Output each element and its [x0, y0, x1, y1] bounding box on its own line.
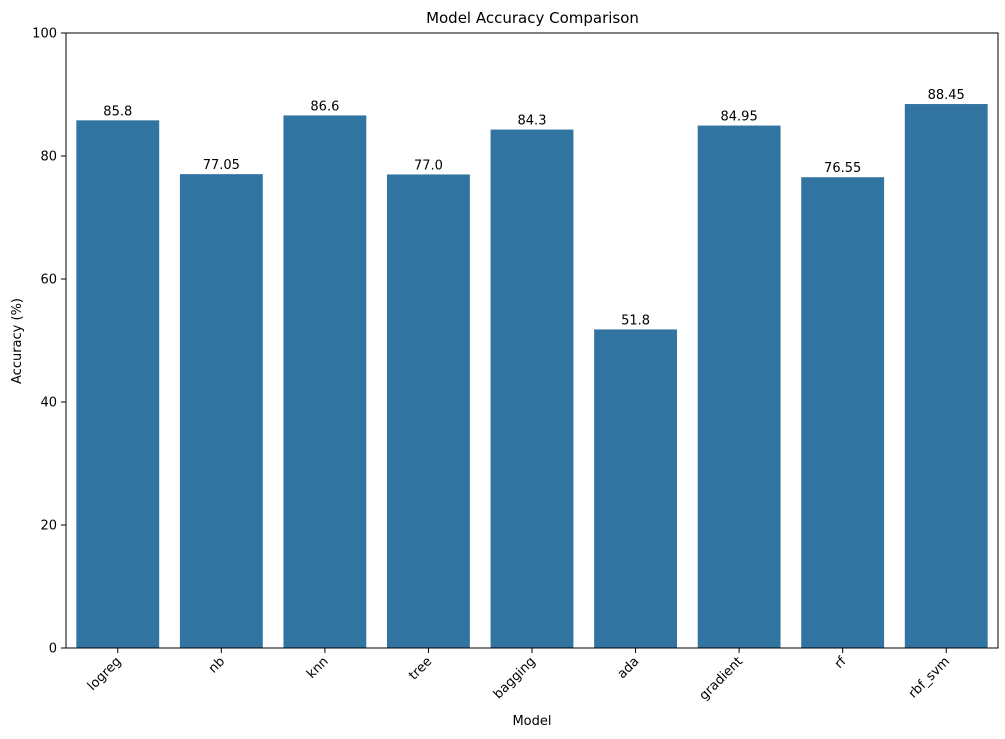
y-tick-label-80: 80 [40, 150, 57, 165]
value-label-rbf_svm: 88.45 [928, 88, 965, 103]
bar-gradient [697, 125, 781, 649]
value-label-knn: 86.6 [310, 99, 339, 114]
x-tick-label-ada: ada [615, 654, 643, 682]
bars-group [76, 104, 988, 649]
value-label-tree: 77.0 [414, 158, 443, 173]
x-tick-label-tree: tree [406, 654, 435, 683]
bar-logreg [76, 120, 160, 648]
value-label-ada: 51.8 [621, 313, 650, 328]
bar-knn [283, 115, 367, 648]
value-label-nb: 77.05 [203, 158, 240, 173]
y-tick-label-100: 100 [32, 27, 57, 42]
bar-nb [179, 174, 263, 648]
y-axis: 0 20 40 60 80 100 [32, 27, 66, 657]
value-labels-group: 85.8 77.05 86.6 77.0 84.3 51.8 84.95 76.55 88.45 [103, 88, 965, 328]
y-tick-label-40: 40 [40, 396, 57, 411]
y-tick-label-20: 20 [40, 519, 57, 534]
x-tick-label-rf: rf [832, 654, 850, 672]
bar-ada [594, 329, 677, 648]
x-tick-label-bagging: bagging [491, 654, 539, 702]
chart-title: Model Accuracy Comparison [426, 9, 639, 27]
x-tick-label-rbf_svm: rbf_svm [906, 654, 953, 701]
x-axis-label: Model [512, 714, 551, 729]
x-tick-label-nb: nb [206, 654, 228, 676]
x-axis: logreg nb knn tree bagging ada gradient rf rbf_s… [85, 648, 953, 704]
x-tick-label-gradient: gradient [697, 654, 746, 703]
plot-frame [65, 32, 999, 649]
value-label-rf: 76.55 [824, 161, 861, 176]
x-tick-label-logreg: logreg [85, 654, 125, 694]
bar-bagging [490, 129, 574, 648]
y-tick-label-60: 60 [40, 273, 57, 288]
bar-tree [387, 174, 470, 648]
value-label-gradient: 84.95 [721, 110, 758, 125]
bar-rbf_svm [904, 104, 988, 649]
y-tick-label-0: 0 [49, 642, 57, 657]
y-axis-label: Accuracy (%) [10, 298, 25, 384]
value-label-bagging: 84.3 [518, 114, 547, 129]
value-label-logreg: 85.8 [103, 104, 132, 119]
bar-rf [801, 177, 885, 648]
x-tick-label-knn: knn [304, 654, 332, 682]
